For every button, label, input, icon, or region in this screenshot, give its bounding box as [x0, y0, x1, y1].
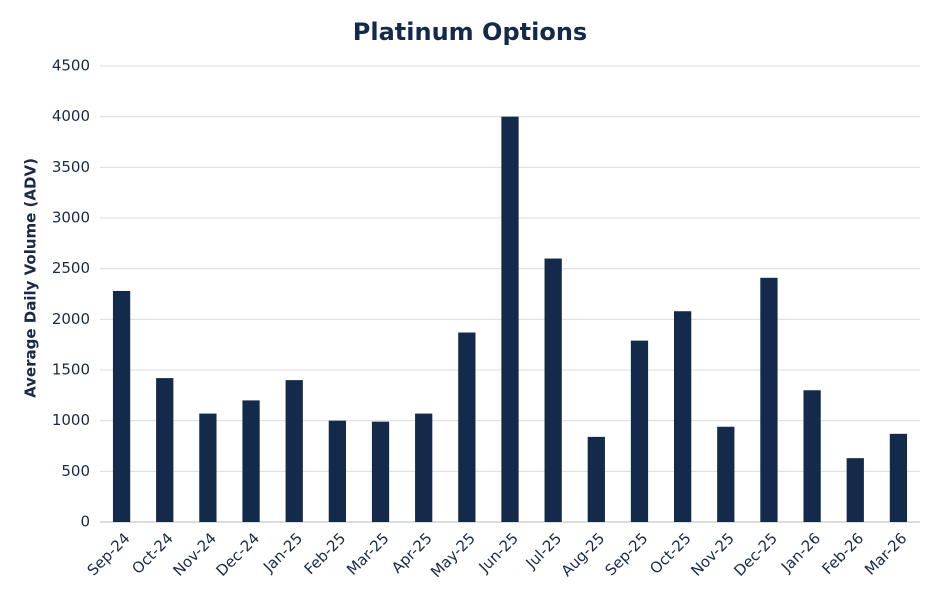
y-tick-label: 500 [61, 462, 90, 480]
y-tick-label: 4000 [52, 107, 90, 125]
y-tick-label: 4500 [52, 57, 90, 75]
x-tick-label: Mar-25 [343, 529, 392, 578]
bar [371, 421, 390, 522]
y-axis-label: Average Daily Volume (ADV) [22, 158, 40, 398]
y-tick-label: 1000 [52, 411, 90, 429]
x-tick-label: May-25 [427, 529, 479, 581]
bar [587, 436, 605, 522]
x-tick-label: Nov-25 [687, 529, 737, 579]
x-tick-label: Mar-26 [861, 529, 910, 578]
bar [889, 433, 908, 522]
y-tick-label: 2500 [52, 259, 90, 277]
x-tick-label: Jan-26 [777, 529, 824, 576]
bar [674, 311, 692, 522]
x-tick-label: Feb-25 [301, 529, 350, 578]
bar [846, 458, 864, 522]
x-tick-label: Aug-25 [558, 529, 609, 580]
x-tick-label: Oct-25 [646, 529, 694, 577]
y-tick-label: 1500 [52, 361, 90, 379]
bar [760, 277, 778, 522]
y-tick-label: 3000 [52, 209, 90, 227]
bar [544, 258, 562, 522]
bar [285, 380, 303, 522]
bar [630, 340, 649, 522]
bar [415, 413, 433, 522]
x-tick-label: Nov-24 [169, 529, 219, 579]
bar [156, 378, 174, 522]
bar [328, 420, 346, 522]
x-tick-label: Sep-25 [601, 529, 651, 579]
bar [717, 426, 735, 522]
bar [803, 390, 821, 522]
x-tick-label: Oct-24 [128, 529, 176, 577]
y-tick-label: 3500 [52, 158, 90, 176]
y-tick-label: 2000 [52, 310, 90, 328]
bar [458, 332, 476, 522]
x-tick-label: Dec-25 [730, 529, 781, 580]
x-tick-label: Dec-24 [212, 529, 263, 580]
bar [242, 400, 260, 522]
bar [199, 413, 217, 522]
x-tick-label: Jan-25 [259, 529, 306, 576]
x-tick-label: Sep-24 [84, 529, 134, 579]
chart-title: Platinum Options [353, 18, 587, 46]
x-tick-label: Jun-25 [475, 529, 522, 576]
bar [112, 290, 131, 522]
bar [501, 116, 519, 523]
x-tick-label: Feb-26 [818, 529, 867, 578]
y-tick-label: 0 [80, 513, 90, 531]
